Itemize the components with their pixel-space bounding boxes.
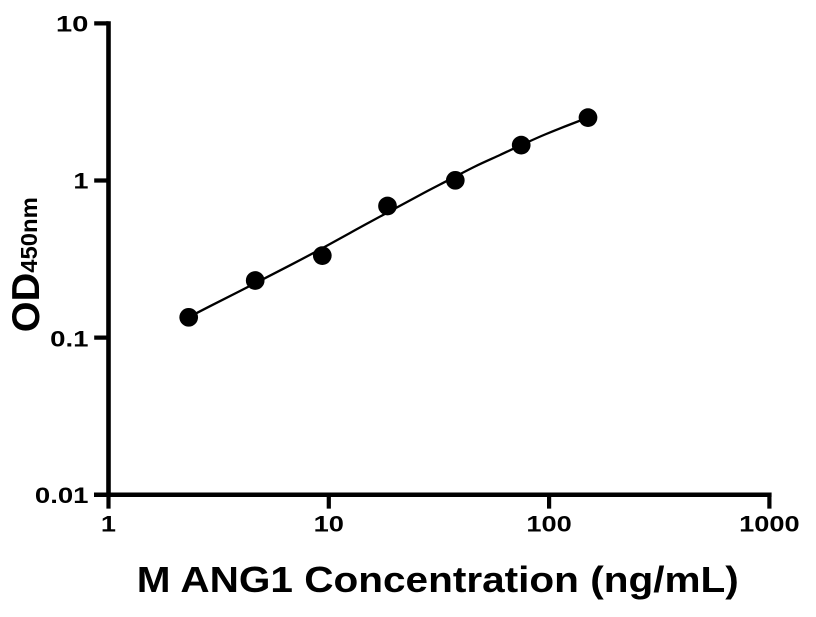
svg-text:1: 1	[73, 169, 88, 194]
svg-text:100: 100	[526, 512, 571, 537]
svg-text:1: 1	[101, 512, 116, 537]
svg-text:10: 10	[314, 512, 344, 537]
svg-text:0.01: 0.01	[35, 483, 89, 508]
svg-text:0.1: 0.1	[50, 326, 88, 351]
svg-text:M ANG1 Concentration (ng/mL): M ANG1 Concentration (ng/mL)	[137, 559, 739, 600]
svg-text:OD450nm: OD450nm	[5, 197, 48, 332]
svg-text:1000: 1000	[739, 512, 800, 537]
svg-text:10: 10	[56, 11, 89, 36]
